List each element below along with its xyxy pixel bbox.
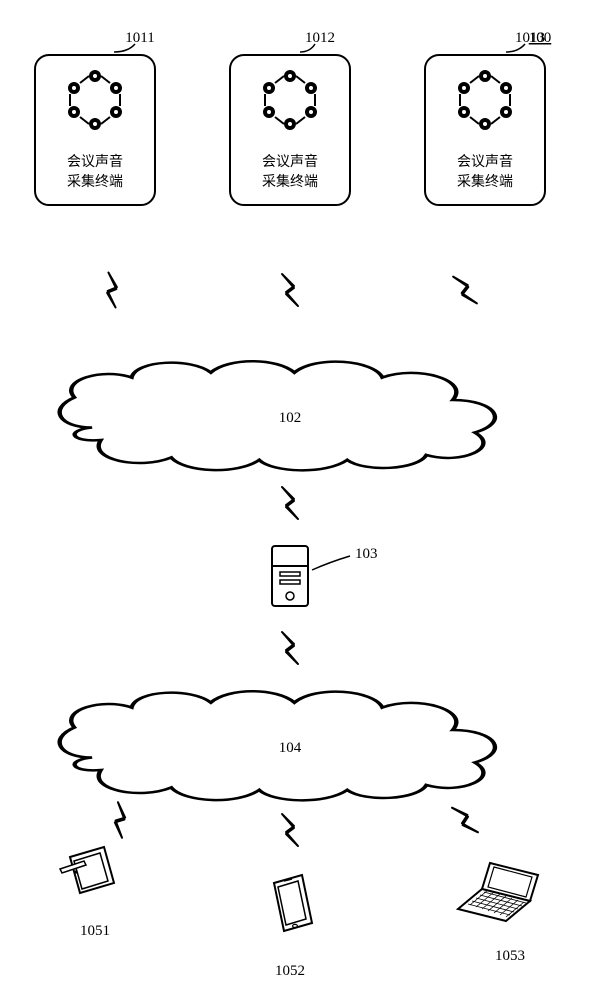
server-label: 103 <box>355 546 378 562</box>
network-diagram: 100 会议声音 采集终端 1011 会议声音 采集终端 1012 会议声音 采… <box>0 0 599 1000</box>
terminal-device: 会议声音 采集终端 <box>35 55 155 205</box>
terminal-group: 会议声音 采集终端 1011 会议声音 采集终端 1012 会议声音 采集终端 … <box>35 30 545 205</box>
wireless-icon <box>282 632 298 664</box>
wireless-icon <box>282 814 298 846</box>
terminal-label: 1011 <box>125 30 154 46</box>
wireless-icon <box>107 802 133 838</box>
terminal-text-line2: 采集终端 <box>67 173 123 190</box>
wireless-icon <box>282 274 298 306</box>
terminal-text-line1: 会议声音 <box>262 153 318 170</box>
terminal-text-line1: 会议声音 <box>457 153 513 170</box>
wireless-icon <box>100 272 124 307</box>
tablet-label: 1051 <box>80 923 110 939</box>
laptop-device <box>458 863 538 921</box>
wireless-icon <box>452 802 478 838</box>
cloud1-label: 102 <box>279 410 302 426</box>
terminal-label: 1013 <box>515 30 545 46</box>
phone-device <box>274 875 312 931</box>
terminal-text-line2: 采集终端 <box>457 173 513 190</box>
leader-line <box>312 556 350 570</box>
phone-label: 1052 <box>275 963 305 979</box>
terminal-label: 1012 <box>305 30 335 46</box>
server-device <box>272 546 308 606</box>
terminal-text-line1: 会议声音 <box>67 153 123 170</box>
cloud-network-1 <box>60 361 495 470</box>
terminal-text-line2: 采集终端 <box>262 173 318 190</box>
tablet-device <box>60 847 114 893</box>
terminal-device: 会议声音 采集终端 <box>230 55 350 205</box>
cloud-network-2 <box>60 691 495 800</box>
cloud2-label: 104 <box>279 740 302 756</box>
wireless-icon <box>282 487 298 519</box>
laptop-label: 1053 <box>495 948 525 964</box>
wireless-icon <box>453 272 477 307</box>
terminal-device: 会议声音 采集终端 <box>425 55 545 205</box>
